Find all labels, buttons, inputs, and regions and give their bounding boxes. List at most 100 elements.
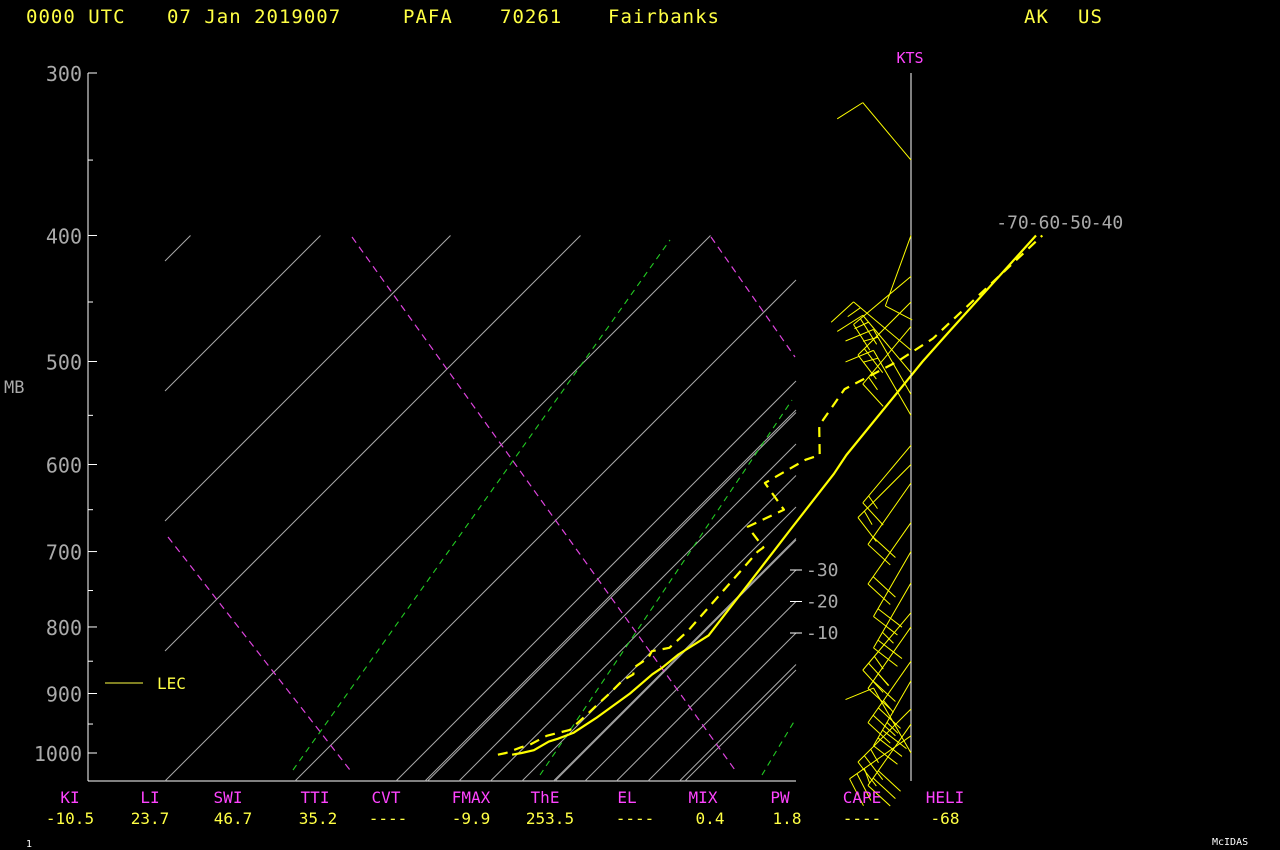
index-value-heli: -68 (930, 809, 960, 828)
pressure-tick-label-700: 700 (46, 541, 82, 565)
mixing-ratio-line (539, 399, 793, 776)
isotherm-label-m40: -40 (1091, 212, 1124, 233)
wind-barb-feather (868, 495, 878, 509)
index-name-cape: CAPE (842, 788, 882, 807)
wind-barb (857, 464, 912, 542)
wind-barb-staff (873, 350, 912, 416)
wind-barb-staff (862, 326, 912, 385)
isotherm-line (395, 380, 797, 782)
wind-barb-staff (853, 275, 912, 325)
index-value-pw: 1.8 (772, 809, 802, 828)
wind-barb (862, 326, 912, 407)
wind-barb-feather (872, 680, 896, 702)
index-value-the: 253.5 (525, 809, 575, 828)
dry-adiabat-line (710, 236, 796, 358)
wind-barb-staff (862, 102, 912, 161)
wind-barb-feather (867, 544, 891, 566)
wind-barb-feather (868, 662, 890, 686)
footer-frame-number: 1 (26, 839, 33, 850)
header-country: US (1078, 6, 1103, 28)
index-value-ki: -10.5 (45, 809, 95, 828)
wind-barb-feather (872, 777, 896, 799)
wind-barb-feather (882, 729, 907, 750)
wind-barb (845, 329, 912, 395)
wind-barb-staff (873, 329, 912, 395)
wind-barb-staff (884, 235, 912, 307)
wind-barb-feather (857, 354, 877, 380)
isotherm-line (679, 664, 797, 782)
wind-barb-feather (877, 737, 903, 757)
index-name-cvt: CVT (371, 788, 401, 807)
wind-barb-feather (867, 688, 891, 710)
wind-barb-staff (873, 680, 912, 747)
wind-barb-feather (845, 349, 874, 363)
wind-barb-feather (836, 102, 864, 120)
wind-barb (867, 660, 912, 744)
index-value-cvt: ---- (368, 809, 408, 828)
pressure-tick-label-300: 300 (46, 62, 82, 86)
dry-adiabat-line (167, 536, 351, 771)
pressure-tick-label-400: 400 (46, 224, 82, 248)
index-value-el: ---- (615, 809, 655, 828)
wind-barb-feather (845, 687, 874, 701)
wind-barb (873, 680, 912, 765)
wind-barb-feather (870, 749, 879, 763)
header-station-id: PAFA (403, 6, 453, 28)
wind-barb (845, 349, 912, 416)
index-name-tti: TTI (300, 788, 330, 807)
adiabat-line (294, 279, 797, 782)
pressure-tick-label-900: 900 (46, 682, 82, 706)
pressure-tick-label-800: 800 (46, 616, 82, 640)
wind-barb (836, 102, 912, 161)
index-value-fmax: -9.9 (451, 809, 491, 828)
wind-barb-feather (873, 656, 884, 670)
wind-barb-staff (873, 551, 912, 617)
wind-barb-staff (853, 301, 912, 351)
index-name-heli: HELI (925, 788, 965, 807)
wind-barb-feather (868, 376, 878, 391)
wind-barb-feather (883, 700, 894, 713)
adiabat-line (164, 235, 711, 782)
wind-barb-staff (857, 708, 912, 763)
wind-barb-feather (867, 583, 891, 605)
wind-barb-feather (863, 510, 873, 525)
wind-barb-feather (886, 722, 899, 734)
index-value-swi: 46.7 (213, 809, 253, 828)
wind-barb-feather (885, 305, 913, 321)
wind-barb-feather (867, 722, 891, 744)
wind-barb-staff (857, 464, 912, 518)
header-station-number: 70261 (500, 6, 563, 28)
pressure-tick-label-600: 600 (46, 453, 82, 477)
wind-barb-staff (867, 723, 912, 786)
index-name-li: LI (140, 788, 160, 807)
header-state: AK (1024, 6, 1049, 28)
index-name-the: ThE (530, 788, 560, 807)
mixing-ratio-line (292, 239, 671, 771)
index-name-swi: SWI (213, 788, 243, 807)
adiabat-line (164, 235, 451, 522)
wind-barb-feather (860, 318, 878, 345)
wind-barb-feather (862, 502, 884, 526)
dewpoint-profile (497, 234, 1044, 756)
wind-barb (862, 612, 912, 693)
wind-barb-staff (873, 582, 912, 649)
wind-barb-staff (862, 445, 912, 504)
wind-axis-label: KTS (896, 49, 923, 67)
isotherm-line (490, 475, 797, 782)
wind-barb-feather (863, 348, 884, 374)
mixing-ratio-line (761, 719, 796, 776)
index-value-mix: 0.4 (695, 809, 725, 828)
wind-barb (836, 314, 912, 374)
isotherm-label-m50: -50 (1059, 212, 1092, 233)
wind-barb-feather (877, 639, 903, 659)
legend-label-lec: LEC (157, 674, 186, 693)
wind-barb-feather (847, 307, 861, 318)
wind-barb-staff (849, 735, 912, 780)
wind-barb-feather (877, 770, 901, 792)
wind-barb-feather (849, 778, 864, 806)
adiabat-line (164, 235, 321, 392)
wind-barb (867, 522, 912, 605)
wind-barb-feather (856, 773, 872, 801)
wind-barb-feather (882, 631, 894, 644)
